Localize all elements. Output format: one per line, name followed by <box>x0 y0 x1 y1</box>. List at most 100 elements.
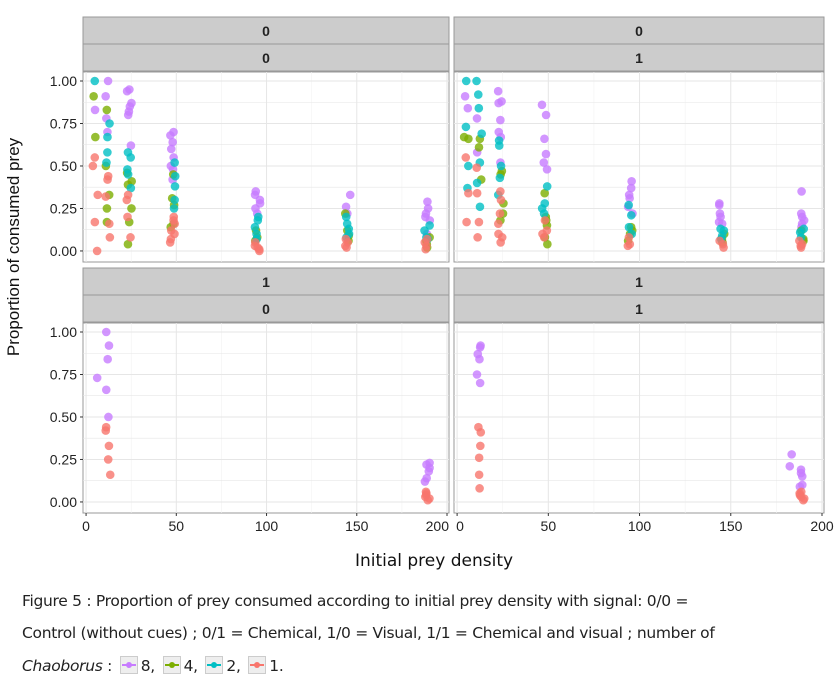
data-point-chaoborus-8 <box>423 197 432 206</box>
caption-line-2: Control (without cues) ; 0/1 = Chemical,… <box>22 624 715 642</box>
strip-bottom-label: 1 <box>635 50 643 66</box>
data-point-chaoborus-8 <box>341 202 351 212</box>
data-point-chaoborus-2 <box>626 210 636 220</box>
data-point-chaoborus-4 <box>91 132 100 142</box>
data-point-chaoborus-1 <box>462 217 471 227</box>
data-point-chaoborus-2 <box>474 103 484 113</box>
data-point-chaoborus-1 <box>255 246 264 256</box>
legend: 8, 4, 2, 1. <box>117 656 284 675</box>
data-point-chaoborus-8 <box>101 92 110 101</box>
data-point-chaoborus-1 <box>461 153 471 162</box>
data-point-chaoborus-2 <box>170 158 179 167</box>
data-point-chaoborus-8 <box>625 193 634 203</box>
data-point-chaoborus-1 <box>472 188 482 198</box>
data-point-chaoborus-4 <box>102 105 112 115</box>
data-point-chaoborus-2 <box>103 132 112 142</box>
data-point-chaoborus-1 <box>540 216 550 225</box>
strip-bottom-label: 0 <box>262 50 270 66</box>
data-point-chaoborus-4 <box>89 92 98 101</box>
data-point-chaoborus-1 <box>90 217 100 227</box>
facet-panel: 1 0 0.00 0.25 0.50 0.75 1.00 0 50 100 150 200 <box>50 267 450 534</box>
data-point-chaoborus-1 <box>423 495 433 505</box>
data-point-chaoborus-1 <box>103 175 112 184</box>
data-point-chaoborus-1 <box>496 187 505 196</box>
data-point-chaoborus-1 <box>476 441 485 451</box>
data-point-chaoborus-8 <box>420 477 430 486</box>
data-point-chaoborus-8 <box>126 141 136 150</box>
data-point-chaoborus-1 <box>101 426 111 435</box>
data-point-chaoborus-2 <box>169 204 179 213</box>
data-point-chaoborus-1 <box>539 233 549 242</box>
data-point-chaoborus-1 <box>496 195 506 205</box>
data-point-chaoborus-8 <box>496 115 505 125</box>
data-point-chaoborus-2 <box>170 182 180 191</box>
strip-bottom <box>453 294 825 323</box>
data-point-chaoborus-1 <box>476 427 486 437</box>
data-point-chaoborus-8 <box>542 165 552 174</box>
y-tick-label: 1.00 <box>50 73 77 89</box>
data-point-chaoborus-1 <box>624 233 634 242</box>
legend-label: 2, <box>226 657 241 675</box>
x-tick-label: 100 <box>628 518 652 534</box>
data-point-chaoborus-1 <box>104 441 114 451</box>
data-point-chaoborus-8 <box>101 327 111 337</box>
data-point-chaoborus-1 <box>473 233 482 242</box>
data-point-chaoborus-2 <box>461 76 471 86</box>
data-point-chaoborus-1 <box>342 243 351 252</box>
data-point-chaoborus-8 <box>123 110 133 120</box>
data-point-chaoborus-8 <box>627 176 636 186</box>
strip-top-label: 0 <box>635 23 643 39</box>
data-point-chaoborus-2 <box>170 195 179 205</box>
data-point-chaoborus-2 <box>126 153 135 162</box>
y-tick-label: 0.25 <box>50 200 77 216</box>
data-point-chaoborus-1 <box>122 195 132 205</box>
x-tick-label: 50 <box>169 518 185 534</box>
data-point-chaoborus-8 <box>101 385 111 395</box>
data-point-chaoborus-8 <box>168 137 177 147</box>
data-point-chaoborus-2 <box>250 222 260 232</box>
data-point-chaoborus-2 <box>475 202 485 212</box>
data-point-chaoborus-2 <box>464 161 473 171</box>
data-point-chaoborus-8 <box>787 450 796 459</box>
data-point-chaoborus-8 <box>475 343 485 352</box>
data-point-chaoborus-1 <box>494 219 503 229</box>
y-axis-label: Proportion of consumed prey <box>4 137 23 356</box>
y-tick-label: 0.50 <box>50 409 77 425</box>
x-tick-label: 150 <box>345 518 369 534</box>
strip-bottom-label: 0 <box>262 301 270 317</box>
y-tick-label: 0.75 <box>50 115 77 131</box>
strip-top <box>82 16 450 45</box>
data-point-chaoborus-2 <box>472 76 481 86</box>
data-point-chaoborus-4 <box>474 142 484 152</box>
x-axis-label: Initial prey density <box>355 551 513 571</box>
data-point-chaoborus-8 <box>90 105 100 115</box>
strip-top-label: 0 <box>262 23 270 39</box>
data-point-chaoborus-1 <box>474 470 484 480</box>
data-point-chaoborus-1 <box>495 209 505 218</box>
x-tick-label: 0 <box>456 518 464 534</box>
data-point-chaoborus-8 <box>541 110 551 120</box>
data-point-chaoborus-8 <box>166 144 176 154</box>
data-point-chaoborus-4 <box>102 204 112 213</box>
x-tick-label: 200 <box>426 518 450 534</box>
data-point-chaoborus-8 <box>797 187 806 196</box>
legend-key-chaoborus-8 <box>119 656 138 674</box>
data-point-chaoborus-2 <box>123 170 133 179</box>
legend-label: 4, <box>183 657 199 675</box>
legend-label: 1. <box>269 657 284 675</box>
data-point-chaoborus-1 <box>88 161 98 171</box>
strip-top-label: 1 <box>262 274 270 290</box>
y-tick-label: 0.25 <box>50 451 77 467</box>
data-point-chaoborus-8 <box>345 190 355 200</box>
data-point-chaoborus-2 <box>496 161 506 171</box>
strip-top <box>453 16 825 45</box>
y-tick-label: 0.75 <box>50 366 77 382</box>
y-tick-label: 0.00 <box>50 494 77 510</box>
legend-key-chaoborus-1 <box>248 656 267 674</box>
data-point-chaoborus-4 <box>543 239 552 249</box>
data-point-chaoborus-2 <box>341 212 351 222</box>
data-point-chaoborus-8 <box>539 158 549 167</box>
data-point-chaoborus-1 <box>170 219 179 229</box>
strip-bottom <box>82 294 450 323</box>
data-point-chaoborus-1 <box>90 153 100 162</box>
